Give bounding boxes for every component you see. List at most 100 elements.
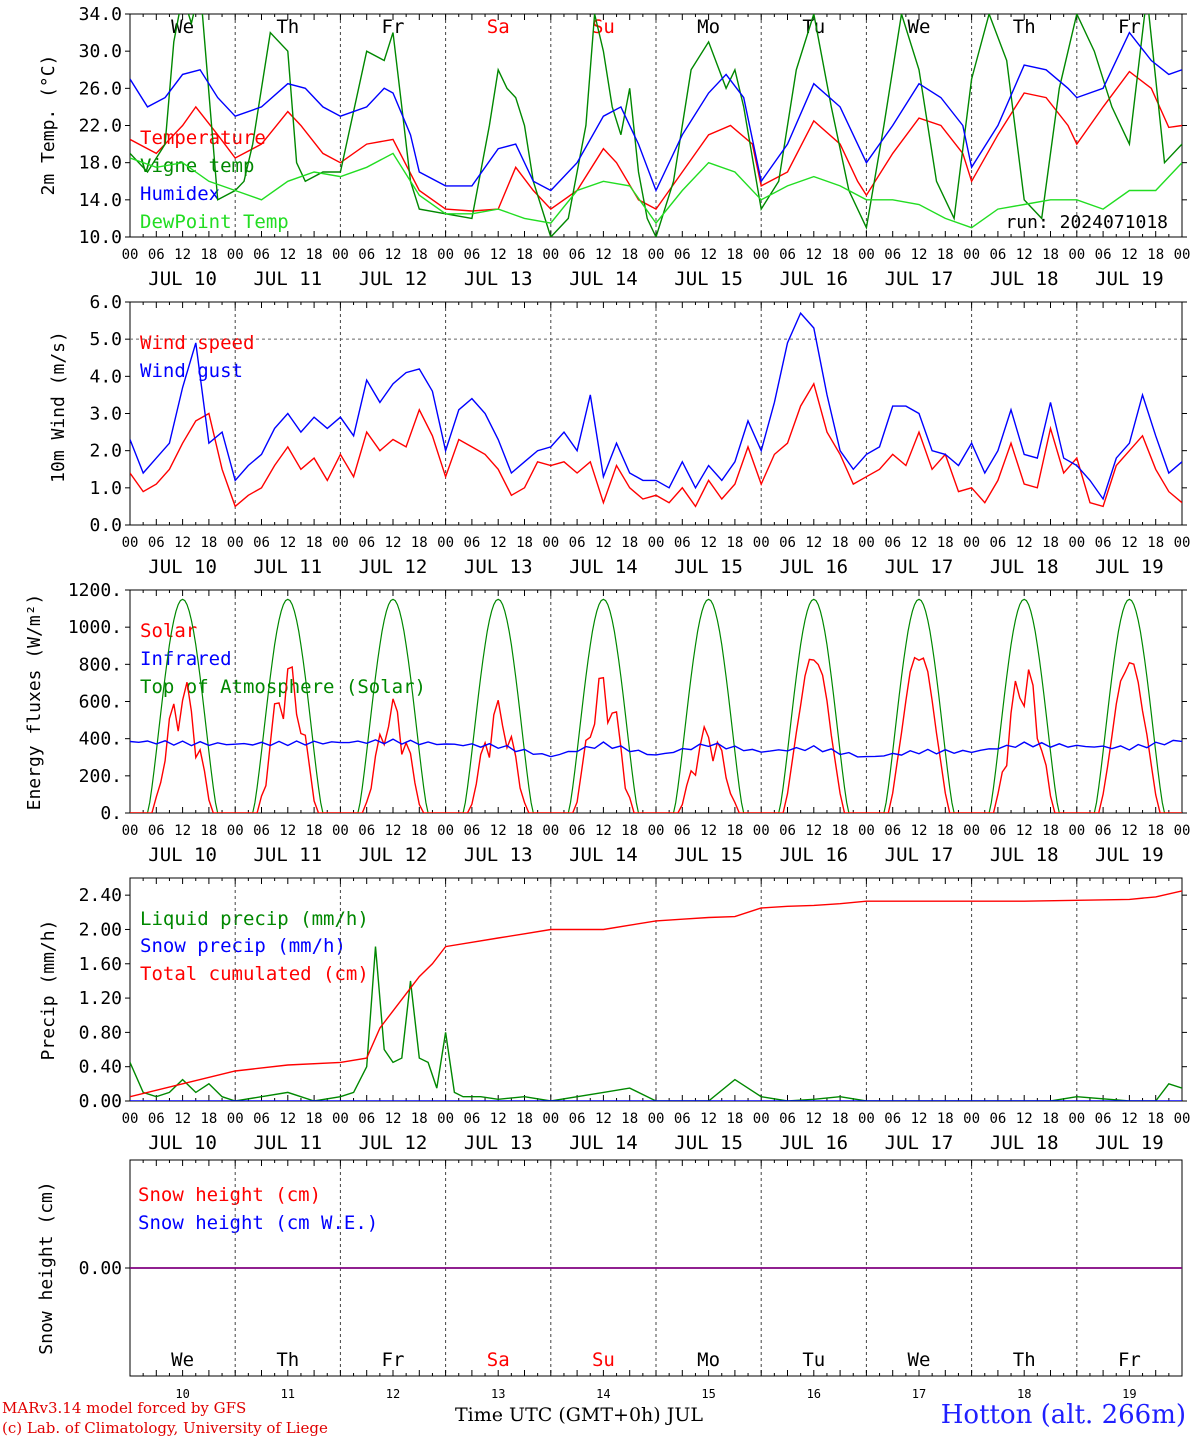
panel5-ylabel: Snow height (cm) (36, 1181, 57, 1354)
hour-label: 06 (569, 823, 586, 839)
hour-label: 12 (595, 535, 612, 551)
y-tick-label: 34.0 (79, 4, 122, 25)
day-name: Th (276, 16, 299, 38)
hour-label: 00 (753, 1111, 770, 1127)
date-label: JUL 15 (674, 268, 743, 290)
date-label: JUL 14 (569, 1132, 638, 1154)
y-tick-label: 2.00 (79, 919, 122, 940)
y-tick-label: 0.80 (79, 1022, 122, 1043)
hour-label: 18 (1042, 535, 1059, 551)
hour-label: 18 (832, 1111, 849, 1127)
hour-label: 00 (437, 247, 454, 263)
panel4-series-group (130, 890, 1182, 1098)
hour-label: 00 (648, 1111, 665, 1127)
hour-label: 12 (911, 1111, 928, 1127)
hour-label: 18 (516, 247, 533, 263)
hour-label: 18 (726, 823, 743, 839)
hour-label: 06 (989, 823, 1006, 839)
hour-label: 12 (805, 535, 822, 551)
date-label: JUL 16 (779, 1132, 848, 1154)
hour-label: 18 (516, 823, 533, 839)
hour-label: 18 (832, 247, 849, 263)
hour-label: 06 (148, 823, 165, 839)
hour-label: 18 (621, 823, 638, 839)
hour-label: 12 (911, 535, 928, 551)
panel5-legend-snow-cm: Snow height (cm) (138, 1184, 321, 1206)
y-tick-label: 30.0 (79, 41, 122, 62)
hour-label: 00 (437, 1111, 454, 1127)
hour-label: 12 (700, 1111, 717, 1127)
y-tick-label: 1.60 (79, 954, 122, 975)
date-label: JUL 18 (990, 556, 1059, 578)
hour-label: 06 (1095, 247, 1112, 263)
series-line-dewpoint-temp (130, 152, 1182, 229)
hour-label: 18 (1147, 1111, 1164, 1127)
hour-label: 18 (621, 1111, 638, 1127)
y-tick-label: 0. (100, 803, 122, 824)
hour-label: 00 (122, 535, 139, 551)
day-number: 17 (912, 1387, 926, 1401)
hour-label: 12 (279, 247, 296, 263)
hour-label: 00 (648, 823, 665, 839)
hour-label: 12 (595, 247, 612, 263)
y-tick-label: 5.0 (89, 329, 122, 350)
date-label: JUL 11 (253, 1132, 322, 1154)
hour-label: 06 (779, 823, 796, 839)
hour-label: 12 (490, 247, 507, 263)
y-tick-label: 400. (79, 729, 122, 750)
lab-credit: (c) Lab. of Climatology, University of L… (2, 1419, 328, 1437)
hour-label: 00 (858, 823, 875, 839)
day-number: 14 (596, 1387, 610, 1401)
day-number: 15 (701, 1387, 715, 1401)
date-label: JUL 11 (253, 556, 322, 578)
day-number: 13 (491, 1387, 505, 1401)
hour-label: 06 (148, 247, 165, 263)
day-name-bottom: Fr (382, 1349, 405, 1371)
hour-label: 00 (332, 247, 349, 263)
hour-label: 06 (358, 823, 375, 839)
y-tick-label: 200. (79, 766, 122, 787)
hour-label: 06 (884, 1111, 901, 1127)
hour-label: 06 (884, 535, 901, 551)
hour-label: 00 (542, 823, 559, 839)
y-tick-label: 0.00 (79, 1258, 122, 1279)
date-label: JUL 12 (359, 556, 428, 578)
y-tick-label: 22.0 (79, 116, 122, 137)
date-label: JUL 13 (464, 844, 533, 866)
date-label: JUL 14 (569, 844, 638, 866)
hour-label: 18 (306, 535, 323, 551)
hour-label: 00 (753, 535, 770, 551)
date-label: JUL 16 (779, 844, 848, 866)
y-tick-label: 18.0 (79, 153, 122, 174)
date-label: JUL 10 (148, 268, 217, 290)
hour-label: 06 (253, 535, 270, 551)
day-name: Su (592, 16, 615, 38)
panel3-legend-toa: Top of Atmosphere (Solar) (140, 676, 426, 698)
date-label: JUL 18 (990, 268, 1059, 290)
panel2-series-group (130, 382, 1182, 508)
panel2-legend-wind-speed: Wind speed (140, 332, 254, 354)
date-label: JUL 12 (359, 1132, 428, 1154)
hour-label: 18 (832, 535, 849, 551)
hour-label: 12 (174, 1111, 191, 1127)
hour-label: 06 (148, 1111, 165, 1127)
hour-label: 06 (1095, 535, 1112, 551)
day-name-bottom: We (908, 1349, 931, 1371)
day-name: We (171, 16, 194, 38)
hour-label: 06 (148, 535, 165, 551)
date-label: JUL 17 (885, 268, 954, 290)
hour-label: 12 (1016, 247, 1033, 263)
hour-label: 12 (911, 247, 928, 263)
day-name-bottom: Fr (1118, 1349, 1141, 1371)
date-label: JUL 14 (569, 556, 638, 578)
date-label: JUL 14 (569, 268, 638, 290)
series-line-infrared (130, 738, 1182, 758)
hour-label: 12 (595, 1111, 612, 1127)
hour-label: 06 (253, 247, 270, 263)
hour-label: 12 (1016, 1111, 1033, 1127)
hour-label: 12 (1121, 247, 1138, 263)
hour-label: 06 (569, 1111, 586, 1127)
panel4-legend-liquid: Liquid precip (mm/h) (140, 908, 369, 930)
day-name-bottom: Mo (697, 1349, 720, 1371)
y-tick-label: 10.0 (79, 227, 122, 248)
